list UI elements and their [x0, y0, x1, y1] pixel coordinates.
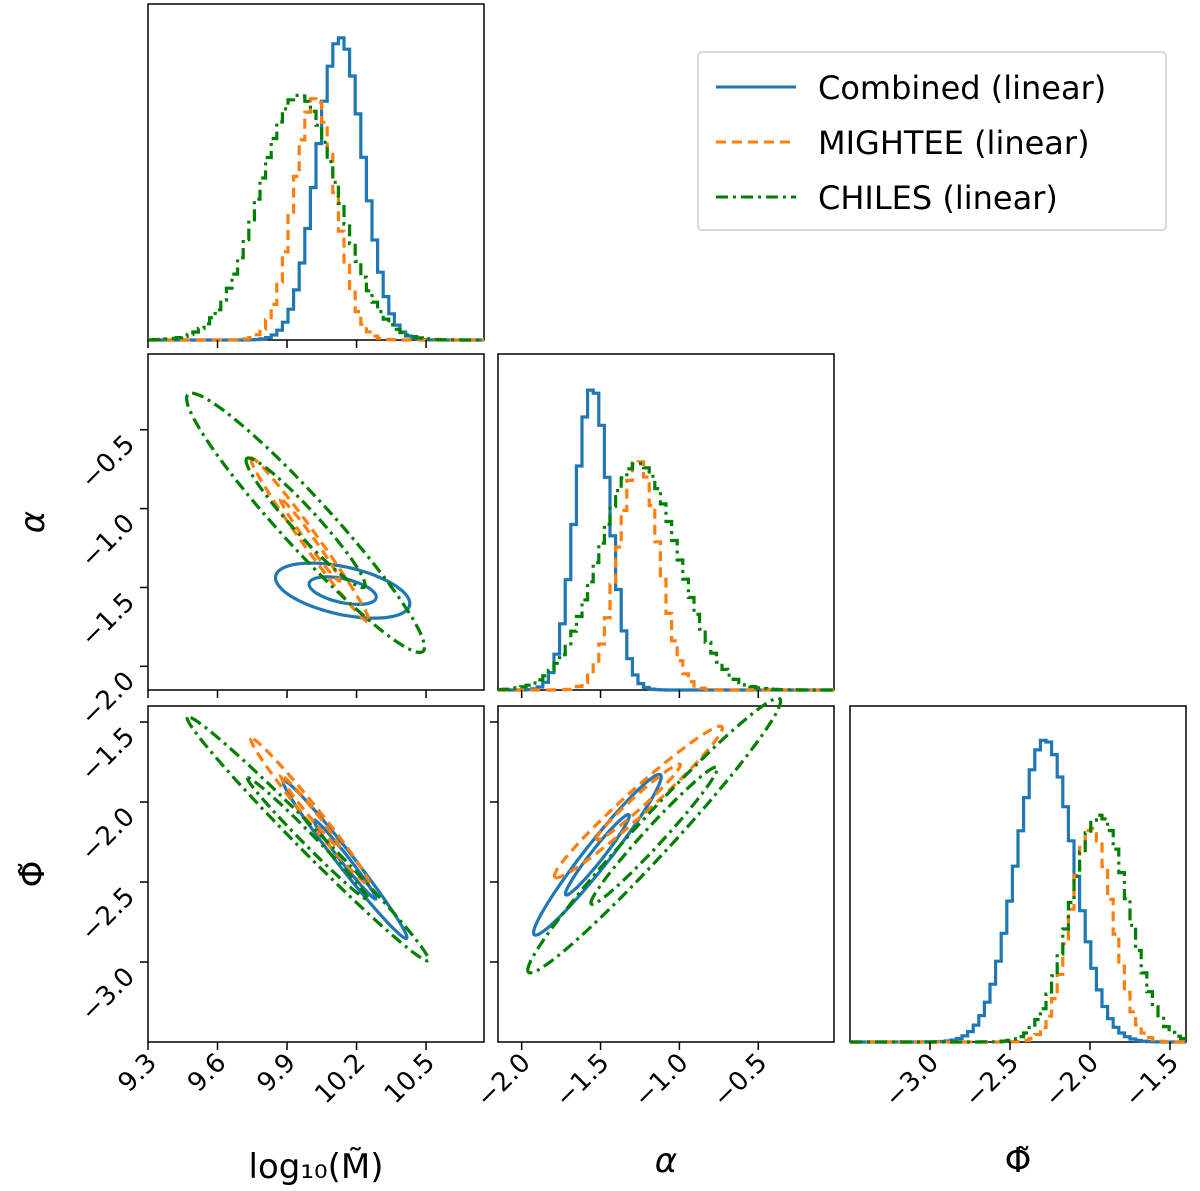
y-tick-label-phi-0: −3.0: [75, 962, 141, 1028]
contour-alpha_vs_logM-inner-series-2: [244, 456, 367, 590]
hist-alpha-series-1: [498, 460, 834, 692]
x-tick-label-phi-0: −3.0: [879, 1048, 945, 1114]
contour-phi_vs_alpha-inner-series-2: [589, 765, 720, 906]
contour-phi_vs_alpha-inner-series-0: [563, 813, 631, 897]
legend-label-combined: Combined (linear): [818, 69, 1106, 107]
panel-phi-vs-alpha: [497, 705, 835, 1043]
hist-logM-series-1: [148, 97, 484, 342]
contour-phi_vs_alpha-outer-series-1: [552, 724, 724, 880]
x-tick-label-phi-2: −2.0: [1039, 1048, 1105, 1114]
y-tick-label-alpha-1: −1.5: [75, 587, 141, 653]
y-tick-label-alpha-2: −1.0: [75, 508, 141, 574]
x-axis-label-logM: log₁₀(M̃): [249, 1147, 384, 1187]
x-tick-label-alpha-3: −0.5: [707, 1048, 773, 1114]
tick-layer: 9.3 9.6 9.9 10.2 10.5 −2.0 −1.5 −1.0 −0.5 −3.0 −2.…: [75, 340, 1185, 1114]
x-tick-label-logM-4: 10.5: [379, 1048, 441, 1110]
y-axis-label-phi: Φ̃: [13, 861, 53, 888]
hist-phi-series-2: [850, 813, 1186, 1044]
legend-box: [697, 51, 1167, 231]
hist-alpha-series-2: [498, 462, 834, 692]
x-tick-label-alpha-1: −1.5: [550, 1048, 616, 1114]
legend-label-mightee: MIGHTEE (linear): [818, 124, 1090, 162]
x-tick-label-logM-3: 10.2: [309, 1048, 371, 1110]
contour-phi_vs_alpha-outer-series-0: [531, 772, 663, 937]
hist-phi-series-0: [850, 738, 1186, 1044]
plot-marks: [148, 36, 1186, 1044]
x-axis-label-phi: Φ̃: [1005, 1141, 1032, 1181]
panel-alpha-vs-logM: [147, 353, 485, 691]
y-tick-label-phi-2: −2.0: [75, 802, 141, 868]
contour-alpha_vs_logM-inner-series-1: [278, 497, 342, 583]
contour-alpha_vs_logM-outer-series-0: [273, 561, 412, 620]
x-axis-label-alpha: α: [655, 1141, 677, 1181]
hist-alpha-series-0: [498, 388, 834, 692]
panel-phi-hist: [849, 705, 1187, 1043]
y-tick-label-phi-3: −1.5: [75, 722, 141, 788]
y-tick-label-alpha-3: −0.5: [75, 429, 141, 495]
hist-logM-series-0: [148, 36, 484, 342]
contour-phi_vs_logM-inner-series-2: [245, 776, 370, 902]
contour-alpha_vs_logM-outer-series-2: [184, 391, 427, 654]
x-tick-label-phi-3: −1.5: [1119, 1048, 1185, 1114]
contour-alpha_vs_logM-outer-series-1: [249, 456, 372, 624]
panel-phi-vs-logM: [147, 705, 485, 1043]
contour-phi_vs_logM-inner-series-1: [278, 773, 342, 850]
panel-logM-hist: [147, 3, 485, 341]
x-tick-label-logM-1: 9.6: [182, 1048, 232, 1098]
y-tick-label-phi-1: −2.5: [75, 882, 141, 948]
hist-logM-series-2: [148, 93, 484, 342]
x-tick-label-phi-1: −2.5: [959, 1048, 1025, 1114]
legend: Combined (linear) MIGHTEE (linear) CHILE…: [697, 51, 1167, 231]
x-tick-label-alpha-0: −2.0: [471, 1048, 537, 1114]
y-tick-label-alpha-0: −2.0: [75, 666, 141, 732]
legend-label-chiles: CHILES (linear): [818, 179, 1058, 217]
contour-phi_vs_alpha-inner-series-1: [594, 762, 683, 842]
contour-phi_vs_alpha-outer-series-2: [526, 696, 783, 975]
x-tick-label-logM-0: 9.3: [112, 1048, 162, 1098]
contour-phi_vs_logM-outer-series-2: [185, 715, 431, 963]
x-tick-label-logM-2: 9.9: [251, 1048, 301, 1098]
x-tick-label-alpha-2: −1.0: [628, 1048, 694, 1114]
contour-alpha_vs_logM-inner-series-0: [307, 575, 378, 607]
y-axis-label-alpha: α: [13, 511, 53, 533]
